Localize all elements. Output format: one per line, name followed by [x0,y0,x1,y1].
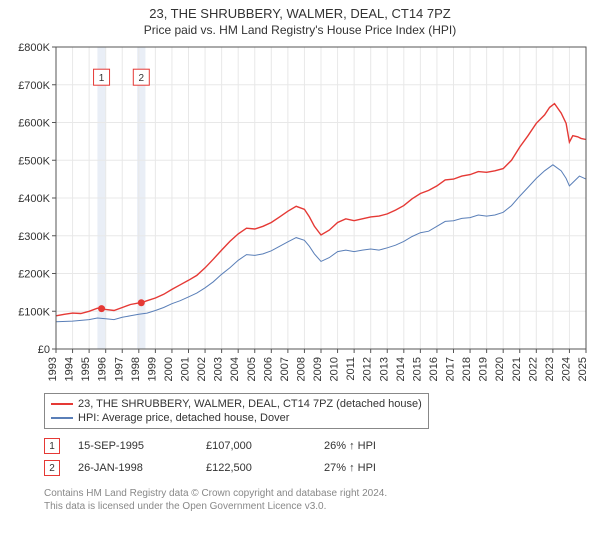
chart-subtitle: Price paid vs. HM Land Registry's House … [6,23,594,37]
legend-label: HPI: Average price, detached house, Dove… [78,412,289,424]
svg-text:2016: 2016 [428,357,440,381]
svg-text:£0: £0 [38,344,50,356]
svg-text:1994: 1994 [64,357,76,381]
svg-text:2008: 2008 [295,357,307,381]
svg-text:1999: 1999 [146,357,158,381]
svg-text:2014: 2014 [395,357,407,381]
svg-text:1996: 1996 [97,357,109,381]
svg-text:£500K: £500K [18,155,50,167]
svg-text:2017: 2017 [445,357,457,381]
legend-swatch [51,417,73,419]
svg-text:2024: 2024 [560,357,572,381]
legend-box: 23, THE SHRUBBERY, WALMER, DEAL, CT14 7P… [44,393,429,429]
svg-text:2010: 2010 [329,357,341,381]
svg-text:£200K: £200K [18,269,50,281]
marker-date: 15-SEP-1995 [78,440,188,452]
svg-text:2003: 2003 [213,357,225,381]
svg-text:2004: 2004 [229,357,241,381]
svg-text:2020: 2020 [494,357,506,381]
svg-text:2019: 2019 [478,357,490,381]
legend-row: 23, THE SHRUBBERY, WALMER, DEAL, CT14 7P… [51,397,422,411]
marker-pct: 27% ↑ HPI [324,462,444,474]
svg-text:1: 1 [99,73,105,84]
svg-text:2015: 2015 [411,357,423,381]
markers-table: 1 15-SEP-1995 £107,000 26% ↑ HPI 2 26-JAN-199… [44,435,594,479]
svg-text:2009: 2009 [312,357,324,381]
svg-text:£600K: £600K [18,118,50,130]
svg-text:2021: 2021 [511,357,523,381]
svg-text:2018: 2018 [461,357,473,381]
svg-text:2002: 2002 [196,357,208,381]
svg-text:£700K: £700K [18,80,50,92]
svg-text:£400K: £400K [18,193,50,205]
svg-text:2011: 2011 [345,357,357,381]
line-chart-svg: £0 £100K £200K £300K £400K £500K £600K £700K £80… [6,39,594,389]
marker-row: 1 15-SEP-1995 £107,000 26% ↑ HPI [44,435,594,457]
svg-text:2007: 2007 [279,357,291,381]
svg-text:2001: 2001 [180,357,192,381]
marker-price: £107,000 [206,440,306,452]
svg-text:2025: 2025 [577,357,589,381]
marker-number-box: 1 [44,438,60,454]
svg-text:1998: 1998 [130,357,142,381]
svg-text:2012: 2012 [362,357,374,381]
footer-line-1: Contains HM Land Registry data © Crown c… [44,487,594,500]
svg-text:2005: 2005 [246,357,258,381]
svg-text:2006: 2006 [262,357,274,381]
svg-text:1993: 1993 [47,357,59,381]
chart-title: 23, THE SHRUBBERY, WALMER, DEAL, CT14 7P… [6,6,594,21]
svg-text:1997: 1997 [113,357,125,381]
legend-label: 23, THE SHRUBBERY, WALMER, DEAL, CT14 7P… [78,398,422,410]
footer-attribution: Contains HM Land Registry data © Crown c… [44,487,594,513]
marker-date: 26-JAN-1998 [78,462,188,474]
marker-row: 2 26-JAN-1998 £122,500 27% ↑ HPI [44,457,594,479]
svg-text:1995: 1995 [80,357,92,381]
svg-text:2013: 2013 [378,357,390,381]
footer-line-2: This data is licensed under the Open Gov… [44,500,594,513]
svg-text:2: 2 [139,73,145,84]
legend-swatch [51,403,73,405]
marker-pct: 26% ↑ HPI [324,440,444,452]
chart-area: £0 £100K £200K £300K £400K £500K £600K £700K £80… [6,39,594,389]
svg-text:2023: 2023 [544,357,556,381]
marker-number-box: 2 [44,460,60,476]
svg-text:£300K: £300K [18,231,50,243]
marker-price: £122,500 [206,462,306,474]
svg-text:£800K: £800K [18,42,50,54]
svg-text:£100K: £100K [18,306,50,318]
svg-text:2022: 2022 [527,357,539,381]
svg-text:2000: 2000 [163,357,175,381]
legend-row: HPI: Average price, detached house, Dove… [51,411,422,425]
